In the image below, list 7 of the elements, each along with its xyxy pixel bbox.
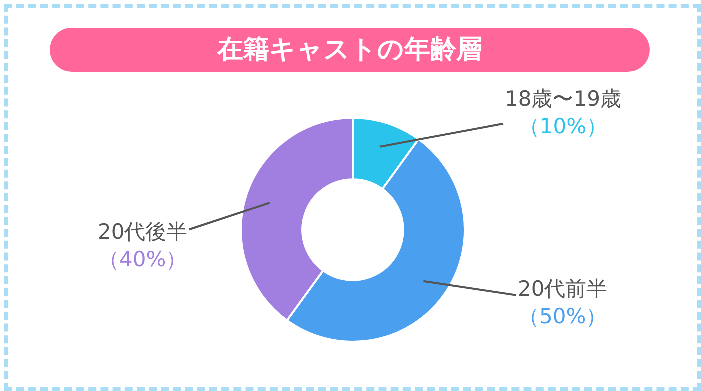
slice-label: 20代後半 [98,220,188,244]
data-label: （50%） [518,304,608,328]
chart-title: 在籍キャストの年齢層 [50,28,650,72]
data-label: （40%） [98,247,188,272]
data-label: （10%） [518,114,608,138]
slice-label: 20代前半 [518,277,608,301]
slice-label: 18歳〜19歳 [505,87,622,111]
